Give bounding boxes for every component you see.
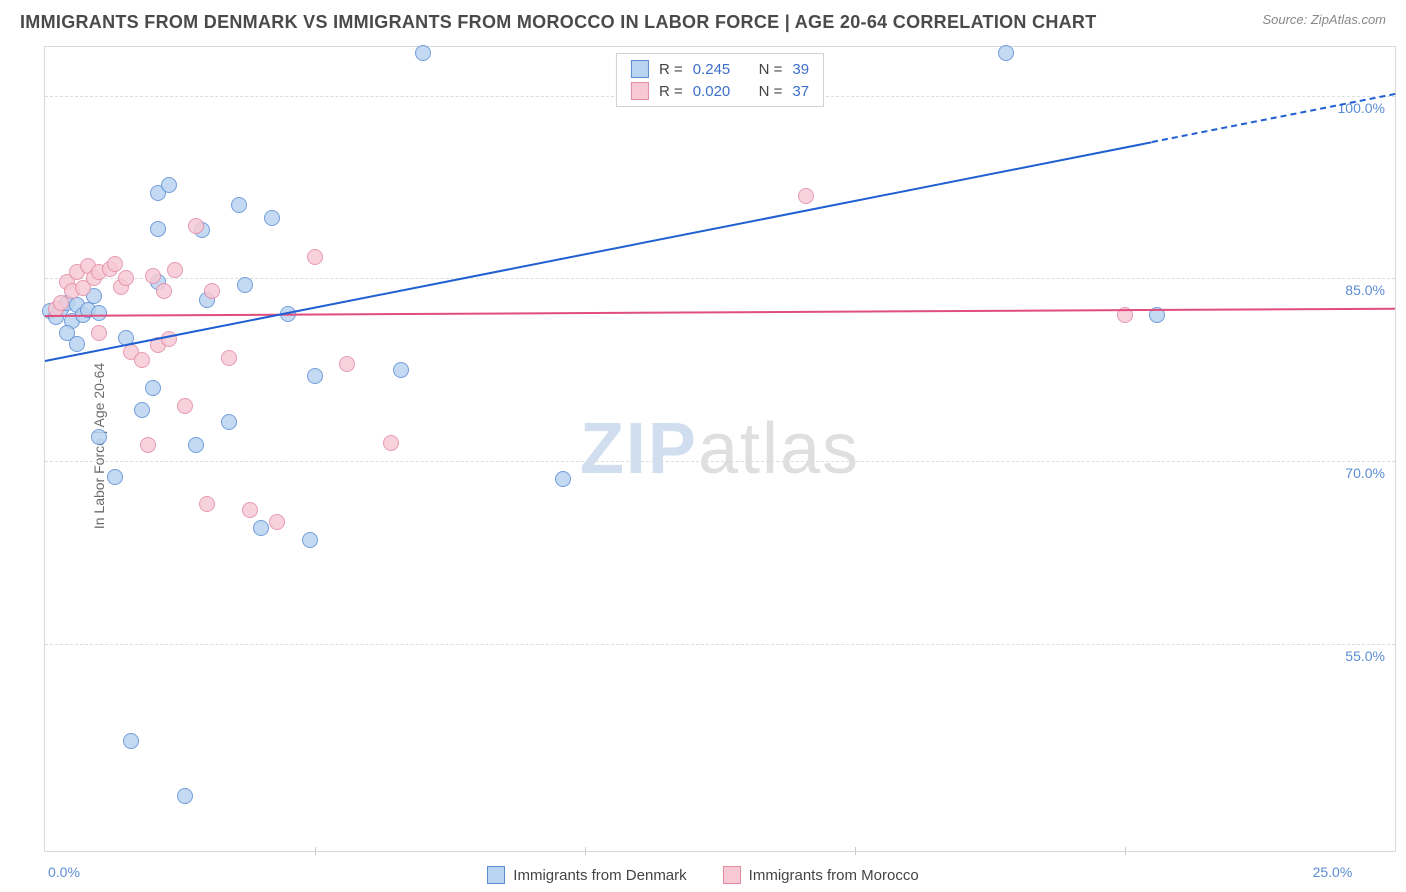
data-point (91, 305, 107, 321)
legend-correlation-row: R = 0.020 N = 37 (631, 80, 809, 102)
legend-label-denmark: Immigrants from Denmark (513, 867, 686, 884)
trend-line (45, 141, 1152, 362)
data-point (134, 352, 150, 368)
data-point (269, 514, 285, 530)
legend-bottom: Immigrants from Denmark Immigrants from … (0, 866, 1406, 884)
y-tick-label: 55.0% (1345, 648, 1385, 664)
gridline-horizontal (45, 644, 1395, 645)
data-point (156, 283, 172, 299)
data-point (177, 788, 193, 804)
chart-title: IMMIGRANTS FROM DENMARK VS IMMIGRANTS FR… (20, 12, 1097, 33)
data-point (140, 437, 156, 453)
legend-swatch (631, 82, 649, 100)
title-bar: IMMIGRANTS FROM DENMARK VS IMMIGRANTS FR… (0, 0, 1406, 46)
data-point (307, 249, 323, 265)
data-point (107, 256, 123, 272)
x-tick-mark (855, 847, 856, 855)
x-tick-mark (1125, 847, 1126, 855)
source-attribution: Source: ZipAtlas.com (1262, 12, 1386, 27)
y-tick-label: 70.0% (1345, 465, 1385, 481)
data-point (383, 435, 399, 451)
data-point (123, 733, 139, 749)
data-point (998, 45, 1014, 61)
data-point (69, 336, 85, 352)
x-tick-label-max: 25.0% (1313, 864, 1353, 880)
x-tick-label-min: 0.0% (48, 864, 80, 880)
data-point (145, 380, 161, 396)
data-point (415, 45, 431, 61)
x-tick-mark (585, 847, 586, 855)
trend-line-extrapolated (1152, 93, 1395, 143)
plot-inner: ZIPatlas 55.0%70.0%85.0%100.0%R =0.245 N… (45, 47, 1395, 851)
chart-plot-area: ZIPatlas 55.0%70.0%85.0%100.0%R =0.245 N… (44, 46, 1396, 852)
data-point (199, 496, 215, 512)
data-point (167, 262, 183, 278)
x-tick-mark (315, 847, 316, 855)
data-point (307, 368, 323, 384)
data-point (91, 325, 107, 341)
data-point (221, 350, 237, 366)
data-point (118, 270, 134, 286)
data-point (204, 283, 220, 299)
watermark: ZIPatlas (580, 408, 860, 490)
n-label: N = (759, 61, 783, 78)
data-point (134, 402, 150, 418)
data-point (242, 502, 258, 518)
r-label: R = (659, 83, 683, 100)
trend-line (45, 308, 1395, 317)
data-point (237, 277, 253, 293)
legend-label-morocco: Immigrants from Morocco (749, 867, 919, 884)
data-point (302, 532, 318, 548)
data-point (555, 471, 571, 487)
data-point (145, 268, 161, 284)
y-tick-label: 85.0% (1345, 282, 1385, 298)
data-point (107, 469, 123, 485)
data-point (221, 414, 237, 430)
n-value: 37 (792, 83, 809, 100)
watermark-zip: ZIP (580, 409, 698, 489)
data-point (177, 398, 193, 414)
data-point (161, 177, 177, 193)
n-label: N = (759, 83, 783, 100)
data-point (264, 210, 280, 226)
data-point (798, 188, 814, 204)
data-point (188, 218, 204, 234)
legend-swatch-denmark (487, 866, 505, 884)
r-value: 0.245 (693, 61, 731, 78)
legend-correlation: R = 0.245 N = 39 R = 0.020 N = 37 (616, 53, 824, 107)
legend-item-denmark: Immigrants from Denmark (487, 866, 686, 884)
r-label: R = (659, 61, 683, 78)
data-point (339, 356, 355, 372)
n-value: 39 (792, 61, 809, 78)
gridline-horizontal (45, 461, 1395, 462)
legend-swatch (631, 60, 649, 78)
data-point (91, 429, 107, 445)
data-point (253, 520, 269, 536)
data-point (150, 221, 166, 237)
r-value: 0.020 (693, 83, 731, 100)
legend-correlation-row: R = 0.245 N = 39 (631, 58, 809, 80)
watermark-atlas: atlas (698, 409, 860, 489)
legend-swatch-morocco (723, 866, 741, 884)
data-point (188, 437, 204, 453)
data-point (231, 197, 247, 213)
legend-item-morocco: Immigrants from Morocco (723, 866, 919, 884)
data-point (393, 362, 409, 378)
